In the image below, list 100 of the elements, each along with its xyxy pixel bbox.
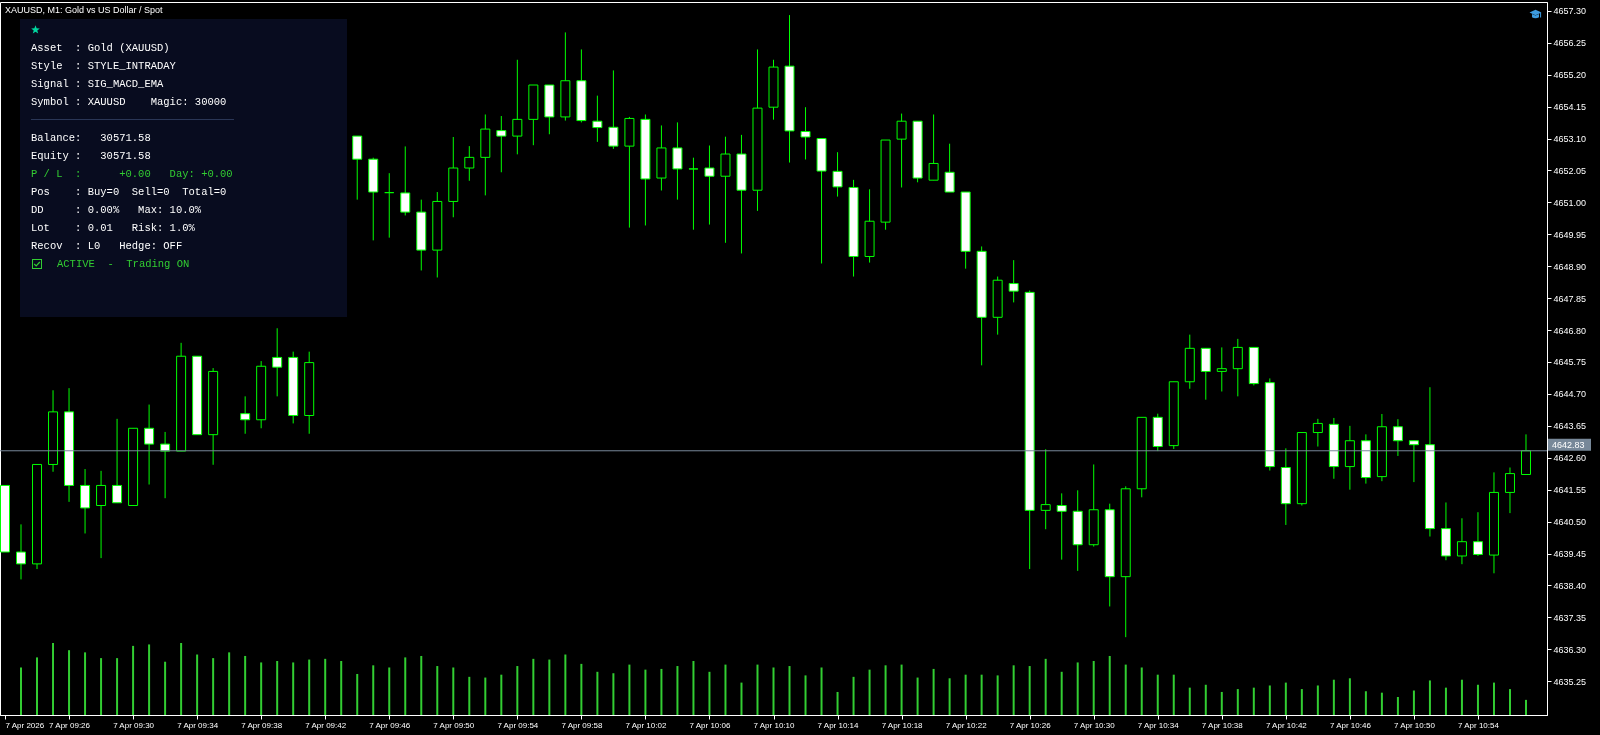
bar (260, 662, 263, 715)
candlestick (1216, 346, 1227, 392)
candlestick (240, 395, 251, 435)
bar (900, 664, 903, 715)
bar (468, 676, 471, 715)
x-tick-label: 7 Apr 09:30 (113, 720, 155, 730)
x-tick-label: 7 Apr 09:38 (241, 720, 283, 730)
bar (548, 659, 551, 715)
bar (836, 691, 839, 715)
x-tick-label: 7 Apr 09:34 (177, 720, 219, 730)
y-tick-label: 4645.75 (1553, 357, 1587, 368)
candlestick (160, 431, 171, 499)
bar (52, 643, 55, 715)
bar (276, 661, 279, 715)
bar (1348, 678, 1351, 715)
x-tick-label: 7 Apr 09:26 (49, 720, 91, 730)
y-tick-label: 4657.30 (1553, 6, 1587, 17)
candlestick (1504, 467, 1515, 514)
bar (612, 673, 615, 715)
annotation: Asset : Gold (XAUUSD) (31, 41, 170, 56)
candlestick (688, 157, 699, 231)
bar (916, 677, 919, 715)
bar (356, 673, 359, 715)
y-tick-label: 4637.35 (1553, 612, 1587, 623)
bar (692, 661, 695, 715)
candlestick (928, 114, 939, 181)
bar (1268, 685, 1271, 715)
bar (596, 671, 599, 715)
bar (484, 677, 487, 715)
candlestick (672, 121, 683, 201)
candlestick (1232, 338, 1243, 397)
candlestick (944, 143, 955, 193)
bar (708, 671, 711, 715)
candlestick (720, 136, 731, 244)
y-tick-label: 4636.30 (1553, 644, 1587, 655)
candlestick (496, 115, 507, 173)
candlestick (1056, 492, 1067, 561)
bar (516, 666, 519, 715)
x-tick-label: 7 Apr 10:06 (689, 720, 731, 730)
bar (740, 682, 743, 715)
bar (340, 661, 343, 715)
bar (804, 675, 807, 715)
x-tick-label: 7 Apr 10:38 (1201, 720, 1244, 730)
bar (388, 667, 391, 715)
bar (180, 643, 183, 715)
bar (1316, 685, 1319, 715)
y-tick-label: 4641.55 (1553, 485, 1587, 496)
bar (164, 661, 167, 715)
bar (1508, 689, 1511, 715)
bar (1028, 666, 1031, 715)
annotation: Symbol : XAUUSD Magic: 30000 (31, 95, 227, 110)
candlestick (1456, 517, 1467, 565)
candlestick (1200, 347, 1211, 401)
y-tick-label: 4649.95 (1553, 229, 1587, 240)
annotation: P / L : +0.00 Day: +0.00 (31, 167, 233, 182)
x-tick-label: 7 Apr 09:50 (433, 720, 475, 730)
bar (1204, 684, 1207, 715)
x-tick-label: 7 Apr 09:58 (561, 720, 603, 730)
bar (1476, 684, 1479, 715)
bar (1092, 661, 1095, 715)
annotation: Pos : Buy=0 Sell=0 Total=0 (31, 185, 227, 200)
bar (1396, 697, 1399, 715)
bar (1220, 691, 1223, 715)
x-tick-label: 7 Apr 10:22 (945, 720, 988, 730)
y-tick-label: 4639.45 (1553, 549, 1587, 560)
bar (1108, 655, 1111, 715)
y-tick-label: 4644.70 (1553, 389, 1587, 400)
bar (1012, 665, 1015, 715)
x-tick-label: 7 Apr 10:26 (1009, 720, 1052, 730)
bar (1140, 667, 1143, 715)
y-tick-label: 4647.85 (1553, 293, 1587, 304)
annotation: Signal : SIG_MACD_EMA (31, 77, 164, 92)
bar (324, 658, 327, 715)
bar (84, 652, 87, 715)
bar (196, 654, 199, 715)
bar (820, 667, 823, 715)
annotation: DD : 0.00% Max: 10.0% (31, 203, 202, 218)
bar (852, 676, 855, 715)
x-tick-label: 7 Apr 2026 (5, 720, 45, 730)
candlestick (352, 135, 363, 201)
x-tick-label: 7 Apr 09:42 (305, 720, 347, 730)
y-tick-label: 4640.50 (1553, 517, 1587, 528)
candlestick (144, 404, 155, 486)
bar (1364, 691, 1367, 715)
bar (724, 664, 727, 715)
candlestick (16, 523, 27, 580)
x-tick-label: 7 Apr 10:18 (881, 720, 924, 730)
bar (1236, 689, 1239, 715)
candlestick (464, 145, 475, 182)
x-tick-label: 7 Apr 10:42 (1265, 720, 1308, 730)
y-tick-label: 4648.90 (1553, 261, 1587, 272)
bar (932, 668, 935, 715)
bar (100, 658, 103, 715)
y-tick-label: 4655.20 (1553, 70, 1587, 81)
annotation: ACTIVE - Trading ON (57, 257, 190, 272)
x-tick-label: 7 Apr 10:02 (625, 720, 667, 730)
bar (1044, 658, 1047, 715)
x-tick-label: 7 Apr 09:46 (369, 720, 411, 730)
bar (772, 667, 775, 715)
candlestick (800, 106, 811, 160)
